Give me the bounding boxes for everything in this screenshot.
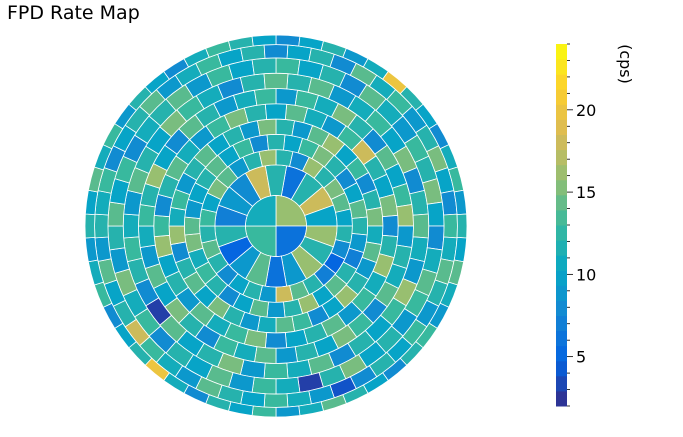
colorbar-segment (556, 300, 567, 316)
colorbar-segment (556, 164, 567, 181)
heatmap-cell (335, 208, 353, 227)
colorbar-segment (556, 360, 567, 377)
colorbar-segment (556, 179, 567, 196)
colorbar-segment (556, 285, 567, 301)
colorbar-segment (556, 89, 567, 105)
heatmap-cell (365, 206, 384, 227)
heatmap-cell (351, 216, 369, 236)
heatmap-cell (275, 34, 301, 47)
heatmap-cell (254, 346, 277, 364)
colorbar-tick-label: 5 (576, 348, 586, 367)
heatmap-cell (256, 118, 277, 137)
colorbar-tick-label: 10 (576, 265, 596, 284)
colorbar-unit-label: (cps) (616, 44, 635, 84)
colorbar: 5 10 15 20 (556, 43, 596, 407)
heatmap-cell (426, 225, 445, 251)
colorbar-segment (556, 225, 567, 241)
heatmap-cell (251, 34, 277, 47)
heatmap-cell (138, 225, 156, 248)
colorbar-segment (556, 375, 567, 392)
heatmap-cell (396, 225, 414, 248)
heatmap-cell (183, 216, 201, 236)
heatmap-cell (168, 206, 187, 227)
heatmap-cell (263, 44, 289, 59)
colorbar-segment (556, 345, 567, 362)
colorbar-segment (556, 104, 567, 120)
polar-heatmap (84, 34, 468, 418)
heatmap-cell (365, 225, 384, 246)
heatmap-cell (275, 118, 296, 137)
heatmap-cell (251, 405, 277, 418)
heatmap-cell (456, 213, 468, 239)
heatmap-cell (426, 201, 445, 227)
heatmap-cell (263, 72, 289, 90)
heatmap-cell (275, 376, 301, 395)
heatmap-cell (153, 214, 170, 238)
colorbar-segment (556, 209, 567, 226)
heatmap-cell (138, 204, 156, 227)
heatmap-cell (263, 393, 289, 408)
heatmap-cell (94, 213, 109, 239)
heatmap-cell (275, 405, 301, 418)
heatmap-cell (256, 315, 277, 334)
heatmap-cell (443, 213, 458, 239)
heatmap-cell (258, 149, 277, 167)
colorbar-segment (556, 255, 567, 271)
colorbar-segment (556, 390, 567, 407)
colorbar-segment (556, 119, 567, 135)
colorbar-segment (556, 59, 567, 75)
heatmap-cell (122, 213, 140, 239)
colorbar-segment (556, 74, 567, 90)
heatmap-cell (199, 225, 217, 244)
heatmap-cell (275, 88, 298, 106)
heatmap-cell (107, 201, 126, 227)
heatmap-cell (254, 88, 277, 106)
colorbar-segment (556, 149, 567, 166)
heatmap-cell (263, 362, 289, 380)
colorbar-tick-label: 15 (576, 183, 596, 202)
colorbar-segment (556, 44, 567, 60)
heatmap-cell (84, 213, 96, 239)
colorbar-segment (556, 134, 567, 151)
heatmap-cell (168, 225, 187, 246)
heatmap-cell (266, 301, 286, 319)
heatmap-cell (382, 214, 399, 238)
heatmap-cell (251, 376, 277, 395)
colorbar-segment (556, 194, 567, 211)
heatmap-cell (264, 103, 288, 120)
colorbar-segment (556, 270, 567, 286)
chart-title: FPD Rate Map (7, 2, 140, 24)
heatmap-cell (266, 133, 286, 151)
heatmap-cell (275, 315, 296, 334)
heatmap-cell (275, 57, 301, 76)
heatmap-cell (412, 213, 430, 239)
heatmap-cell (275, 285, 294, 303)
heatmap-cell (251, 57, 277, 76)
heatmap-cell (275, 346, 298, 364)
heatmap-cell (107, 225, 126, 251)
colorbar-segment (556, 315, 567, 332)
colorbar-segment (556, 330, 567, 347)
colorbar-segment (556, 240, 567, 256)
colorbar-tick-label: 20 (576, 101, 596, 120)
heatmap-cell (264, 332, 288, 349)
heatmap-cell (396, 204, 414, 227)
